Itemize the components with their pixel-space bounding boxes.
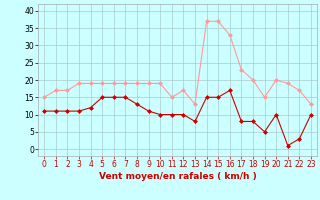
X-axis label: Vent moyen/en rafales ( km/h ): Vent moyen/en rafales ( km/h ) bbox=[99, 172, 256, 181]
